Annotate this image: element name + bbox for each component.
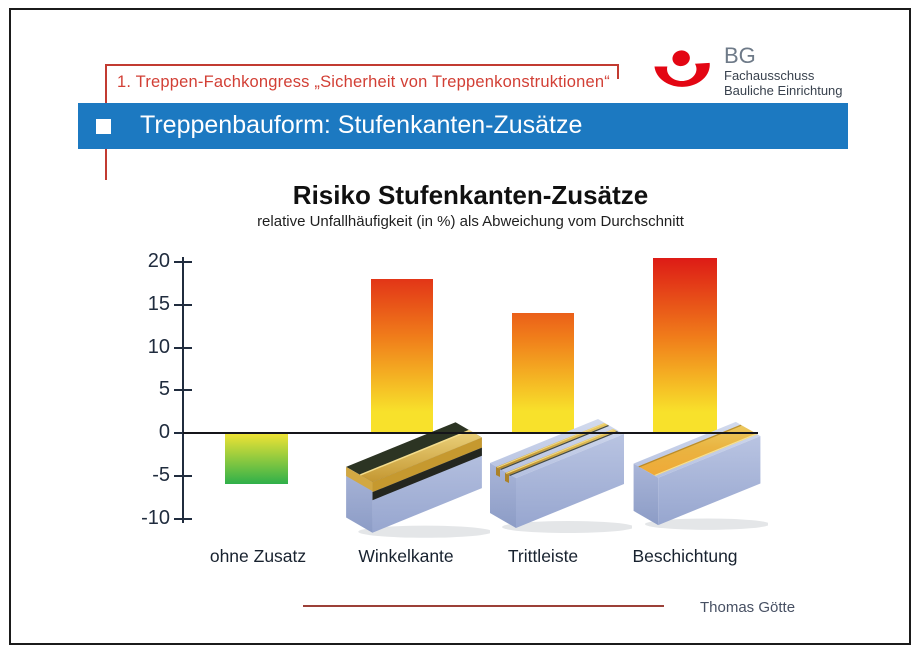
footer-rule xyxy=(303,605,664,607)
bg-logo: BG Fachausschuss Bauliche Einrichtung xyxy=(651,44,881,104)
bar-ohne-zusatz xyxy=(225,433,288,485)
header-rule-right-tick xyxy=(617,64,619,79)
angle-edge-block-illustration xyxy=(346,422,490,538)
logo-text: BG Fachausschuss Bauliche Einrichtung xyxy=(724,43,843,99)
bg-logo-icon xyxy=(654,50,710,87)
bar-winkelkante xyxy=(371,279,433,433)
y-axis-tick-label: 10 xyxy=(147,335,170,358)
category-label-winkelkante: Winkelkante xyxy=(358,546,454,566)
congress-title: 1. Treppen-Fachkongress „Sicherheit von … xyxy=(117,73,610,91)
category-label-beschichtung: Beschichtung xyxy=(632,546,738,566)
y-axis-line xyxy=(182,257,184,523)
header-rule-top xyxy=(105,64,619,66)
chart-title: Risiko Stufenkanten-Zusätze xyxy=(292,180,649,210)
slide-title-bar: Treppenbauform: Stufenkanten-Zusätze xyxy=(78,103,848,149)
author-name: Thomas Götte xyxy=(700,599,796,616)
logo-subtitle-line2: Bauliche Einrichtung xyxy=(724,83,843,98)
zero-baseline xyxy=(183,432,758,434)
y-axis-tick-label: 5 xyxy=(158,378,170,401)
chart-subtitle: relative Unfallhäufigkeit (in %) als Abw… xyxy=(257,213,684,230)
logo-brand-text: BG xyxy=(724,43,756,68)
slide-title: Treppenbauform: Stufenkanten-Zusätze xyxy=(140,111,583,139)
tread-strips-block-illustration xyxy=(490,419,632,533)
logo-subtitle-line1: Fachausschuss xyxy=(724,68,815,83)
coating-block-illustration xyxy=(633,421,768,530)
y-axis-tick-label: -10 xyxy=(141,506,170,529)
category-label-ohne-zusatz: ohne Zusatz xyxy=(209,546,307,566)
slide-border-frame xyxy=(9,8,911,645)
y-axis-tick-label: 20 xyxy=(147,250,170,272)
bullet-square-icon xyxy=(96,119,111,134)
category-label-trittleiste: Trittleiste xyxy=(507,546,579,566)
bar-trittleiste xyxy=(512,313,574,433)
y-axis-tick-label: 15 xyxy=(147,292,170,315)
y-axis-tick-label: 0 xyxy=(158,421,170,443)
bar-beschichtung xyxy=(653,257,717,433)
y-axis-tick-label: -5 xyxy=(152,463,170,486)
